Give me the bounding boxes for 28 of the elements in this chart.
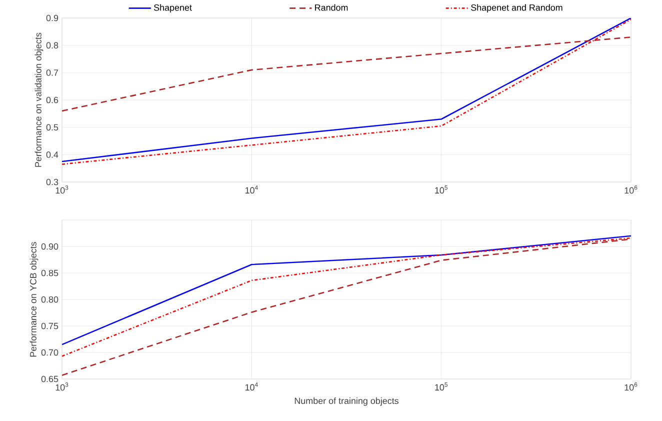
- legend-label: Shapenet: [154, 4, 192, 13]
- legend-label: Random: [315, 4, 348, 11]
- y-tick-label: 0.3: [46, 178, 58, 186]
- y-tick-label: 0.5: [46, 124, 58, 131]
- y-tick-label: 0.80: [41, 296, 58, 303]
- y-tick-label: 0.65: [41, 376, 58, 382]
- y-tick-label: 0.85: [41, 270, 58, 276]
- y-tick-label: 0.70: [41, 349, 58, 356]
- x-tick-label: 10$^{3}$: [56, 186, 68, 194]
- x-tick-label: 10$^{4}$: [245, 186, 258, 194]
- y-axis-title: Performance on validation objects: [34, 32, 44, 167]
- y-tick-label: 0.90: [41, 243, 58, 250]
- x-tick-label: 10$^{3}$: [56, 382, 68, 391]
- y-tick-label: 0.8: [46, 42, 58, 49]
- x-tick-label: 10$^{6}$: [624, 382, 638, 391]
- y-tick-label: 0.9: [46, 14, 58, 22]
- line-series: [62, 36, 632, 112]
- x-tick-label: 10$^{6}$: [624, 186, 638, 194]
- y-tick-label: 0.4: [46, 151, 58, 158]
- y-tick-label: 0.75: [41, 322, 58, 330]
- legend-label: Shapenet and Random: [471, 4, 562, 13]
- y-tick-label: 0.6: [46, 96, 58, 104]
- x-tick-label: 10$^{5}$: [435, 186, 448, 194]
- y-tick-label: 0.7: [46, 69, 58, 76]
- x-tick-label: 10$^{4}$: [245, 382, 258, 391]
- x-tick-label: 10$^{5}$: [435, 382, 448, 391]
- y-axis-title: Performance on YCB objects: [30, 242, 38, 357]
- x-axis-title: Number of training objects: [294, 397, 398, 406]
